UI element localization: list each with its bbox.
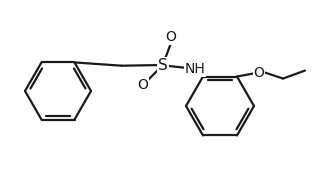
Text: O: O bbox=[138, 78, 149, 92]
Text: S: S bbox=[158, 57, 168, 73]
Text: O: O bbox=[253, 65, 265, 80]
Text: NH: NH bbox=[185, 62, 205, 76]
Text: O: O bbox=[166, 30, 176, 44]
